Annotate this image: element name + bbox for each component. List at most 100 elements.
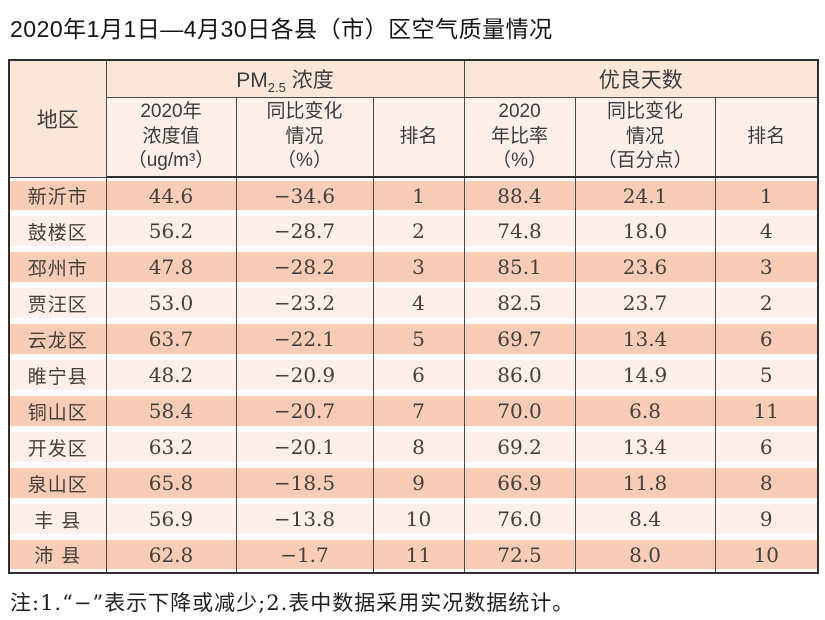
column-header-rank-good-days: 排名 (714, 97, 819, 178)
value-cell: 9 (714, 501, 819, 537)
column-header-rank-pm25: 排名 (372, 97, 465, 178)
value-cell: 56.9 (105, 501, 237, 537)
value-cell: 5 (714, 357, 819, 393)
value-cell: 6 (714, 321, 819, 357)
value-cell: 11 (714, 393, 819, 429)
value-cell: 86.0 (463, 357, 576, 393)
table-header: 地区 PM2.5 浓度 优良天数 2020年 浓度值 （ug/m³） 同比变化 … (8, 60, 819, 178)
value-cell: 10 (714, 537, 819, 573)
region-cell: 睢宁县 (8, 357, 107, 393)
value-cell: −28.7 (235, 213, 374, 249)
pm25-label-prefix: PM (236, 68, 268, 92)
value-cell: 11.8 (574, 465, 716, 501)
region-cell: 开发区 (8, 429, 107, 465)
value-cell: 8.4 (574, 501, 716, 537)
value-cell: −23.2 (235, 285, 374, 321)
table-row: 铜山区 58.4 −20.7 7 70.0 6.8 11 (8, 393, 819, 429)
value-cell: 6 (372, 357, 465, 393)
value-cell: 4 (714, 213, 819, 249)
table-row: 鼓楼区 56.2 −28.7 2 74.8 18.0 4 (8, 213, 819, 249)
value-cell: 58.4 (105, 393, 237, 429)
region-cell: 泉山区 (8, 465, 107, 501)
value-cell: 8 (372, 429, 465, 465)
region-cell: 沛 县 (8, 537, 107, 573)
column-header-region: 地区 (8, 60, 107, 178)
pm25-label-subscript: 2.5 (267, 79, 286, 95)
value-cell: 56.2 (105, 213, 237, 249)
value-cell: −18.5 (235, 465, 374, 501)
value-cell: −13.8 (235, 501, 374, 537)
value-cell: 18.0 (574, 213, 716, 249)
value-cell: 72.5 (463, 537, 576, 573)
value-cell: 82.5 (463, 285, 576, 321)
value-cell: 70.0 (463, 393, 576, 429)
region-cell: 邳州市 (8, 249, 107, 285)
value-cell: 85.1 (463, 249, 576, 285)
value-cell: 13.4 (574, 429, 716, 465)
table-row: 丰 县 56.9 −13.8 10 76.0 8.4 9 (8, 501, 819, 537)
value-cell: 76.0 (463, 501, 576, 537)
value-cell: 9 (372, 465, 465, 501)
region-cell: 铜山区 (8, 393, 107, 429)
value-cell: 14.9 (574, 357, 716, 393)
value-cell: 1 (372, 177, 465, 213)
table-row: 新沂市 44.6 −34.6 1 88.4 24.1 1 (8, 177, 819, 213)
value-cell: −22.1 (235, 321, 374, 357)
value-cell: 3 (714, 249, 819, 285)
value-cell: 13.4 (574, 321, 716, 357)
value-cell: 62.8 (105, 537, 237, 573)
value-cell: 23.6 (574, 249, 716, 285)
value-cell: −1.7 (235, 537, 374, 573)
value-cell: −34.6 (235, 177, 374, 213)
region-cell: 新沂市 (8, 177, 107, 213)
value-cell: 65.8 (105, 465, 237, 501)
group-header-good-days: 优良天数 (463, 60, 819, 98)
table-row: 泉山区 65.8 −18.5 9 66.9 11.8 8 (8, 465, 819, 501)
value-cell: 66.9 (463, 465, 576, 501)
value-cell: 2 (714, 285, 819, 321)
table-row: 开发区 63.2 −20.1 8 69.2 13.4 6 (8, 429, 819, 465)
column-header-yoy-change-pct: 同比变化 情况 （%） (235, 97, 374, 178)
region-cell: 贾汪区 (8, 285, 107, 321)
value-cell: −20.7 (235, 393, 374, 429)
table-body: 新沂市 44.6 −34.6 1 88.4 24.1 1 鼓楼区 56.2 −28.7 2 74.8 1… (8, 177, 819, 573)
value-cell: 63.2 (105, 429, 237, 465)
table-row: 邳州市 47.8 −28.2 3 85.1 23.6 3 (8, 249, 819, 285)
value-cell: 8 (714, 465, 819, 501)
column-header-yoy-change-points: 同比变化 情况 （百分点） (574, 97, 716, 178)
value-cell: 53.0 (105, 285, 237, 321)
value-cell: 23.7 (574, 285, 716, 321)
value-cell: 1 (714, 177, 819, 213)
group-header-pm25: PM2.5 浓度 (105, 60, 465, 98)
region-cell: 云龙区 (8, 321, 107, 357)
value-cell: 74.8 (463, 213, 576, 249)
table-row: 沛 县 62.8 −1.7 11 72.5 8.0 10 (8, 537, 819, 573)
region-cell: 鼓楼区 (8, 213, 107, 249)
value-cell: 2 (372, 213, 465, 249)
value-cell: 6 (714, 429, 819, 465)
page-title: 2020年1月1日—4月30日各县（市）区空气质量情况 (10, 16, 553, 42)
value-cell: 6.8 (574, 393, 716, 429)
subheader-row: 2020年 浓度值 （ug/m³） 同比变化 情况 （%） 排名 2020 年比… (9, 97, 819, 178)
column-header-2020-ratio: 2020 年比率 （%） (463, 97, 576, 178)
column-header-2020-concentration: 2020年 浓度值 （ug/m³） (105, 97, 237, 178)
value-cell: −20.1 (235, 429, 374, 465)
value-cell: 7 (372, 393, 465, 429)
value-cell: −28.2 (235, 249, 374, 285)
value-cell: 8.0 (574, 537, 716, 573)
value-cell: 63.7 (105, 321, 237, 357)
value-cell: 11 (372, 537, 465, 573)
pm25-label-suffix: 浓度 (285, 68, 334, 92)
value-cell: 5 (372, 321, 465, 357)
region-cell: 丰 县 (8, 501, 107, 537)
value-cell: −20.9 (235, 357, 374, 393)
footnote: 注:1.“−”表示下降或减少;2.表中数据采用实况数据统计。 (10, 591, 575, 615)
value-cell: 44.6 (105, 177, 237, 213)
value-cell: 10 (372, 501, 465, 537)
value-cell: 47.8 (105, 249, 237, 285)
air-quality-table: 地区 PM2.5 浓度 优良天数 2020年 浓度值 （ug/m³） 同比变化 … (8, 59, 820, 574)
value-cell: 3 (372, 249, 465, 285)
table-row: 云龙区 63.7 −22.1 5 69.7 13.4 6 (8, 321, 819, 357)
value-cell: 69.2 (463, 429, 576, 465)
